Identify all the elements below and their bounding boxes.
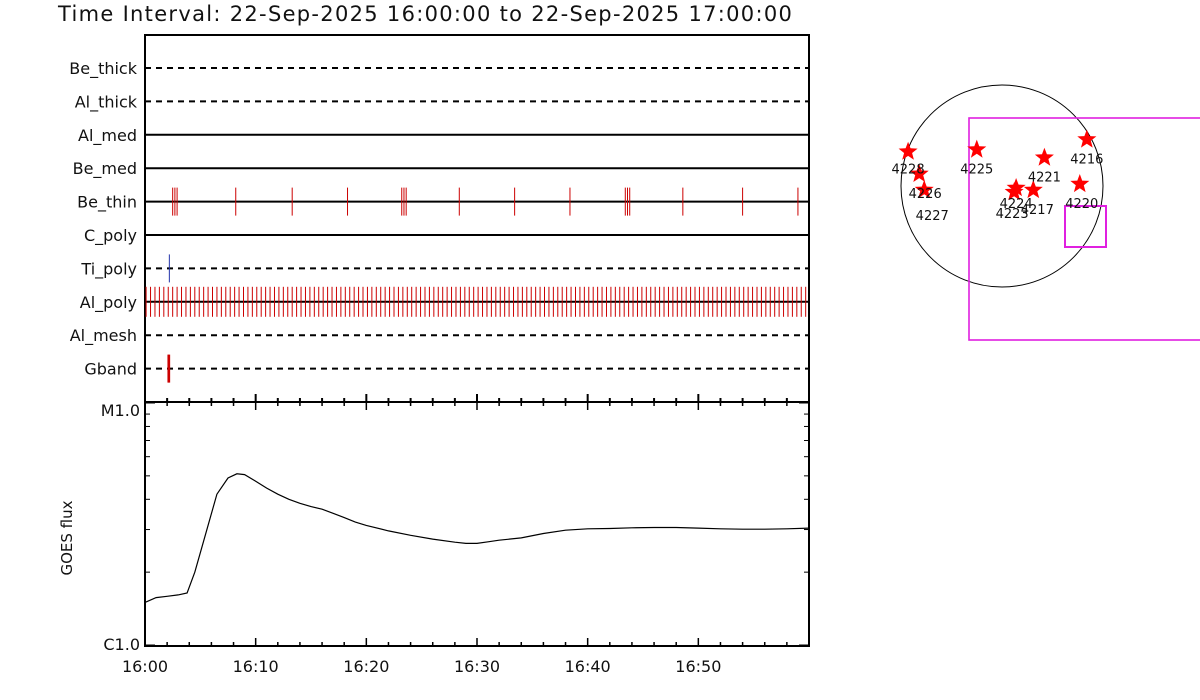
x-tick-label: 16:10 xyxy=(233,657,279,676)
field-of-view-box xyxy=(968,117,1200,341)
channel-label: Al_thick xyxy=(75,92,138,112)
active-region-star xyxy=(1023,180,1043,199)
channel-label: Gband xyxy=(84,360,137,379)
y-tick-label: C1.0 xyxy=(103,635,140,654)
active-region-label: 4221 xyxy=(1028,171,1061,186)
flare-location-box xyxy=(1064,205,1107,248)
channel-label: Ti_poly xyxy=(80,259,137,279)
channel-label: Be_med xyxy=(73,159,137,179)
active-region-star xyxy=(1077,129,1097,148)
active-region-star xyxy=(914,180,934,199)
active-region-label: 4227 xyxy=(916,209,949,224)
active-region-star xyxy=(1006,178,1026,197)
active-region-star xyxy=(1034,147,1054,166)
active-region-label: 4223 xyxy=(996,207,1029,222)
x-tick-label: 16:00 xyxy=(122,657,168,676)
active-region-label: 4217 xyxy=(1021,203,1054,218)
channel-label: Be_thick xyxy=(69,59,137,79)
y-axis-label: GOES flux xyxy=(58,500,76,575)
active-region-label: 4225 xyxy=(960,163,993,178)
page-title: Time Interval: 22-Sep-2025 16:00:00 to 2… xyxy=(58,2,794,26)
channel-label: C_poly xyxy=(84,226,137,246)
channel-label: Al_poly xyxy=(80,293,137,313)
solar-disk xyxy=(900,84,1104,288)
x-tick-label: 16:30 xyxy=(454,657,500,676)
x-tick-label: 16:50 xyxy=(675,657,721,676)
active-region-label: 4224 xyxy=(1000,197,1033,212)
active-region-label: 4220 xyxy=(1065,197,1098,212)
channel-label: Al_med xyxy=(78,126,137,146)
x-tick-label: 16:20 xyxy=(343,657,389,676)
active-region-label: 4228 xyxy=(892,163,925,178)
active-region-star xyxy=(898,141,918,160)
active-region-label: 4216 xyxy=(1070,153,1103,168)
goes-frame xyxy=(144,401,810,647)
active-region-star xyxy=(1070,174,1090,193)
goes-flux-line xyxy=(144,473,810,603)
y-tick-label: M1.0 xyxy=(101,401,140,420)
channel-label: Be_thin xyxy=(77,193,137,213)
active-region-star xyxy=(967,139,987,158)
active-region-star xyxy=(909,163,929,182)
x-tick-label: 16:40 xyxy=(565,657,611,676)
channel-label: Al_mesh xyxy=(70,326,137,346)
active-region-star xyxy=(1004,182,1024,201)
active-region-label: 4226 xyxy=(909,187,942,202)
timeline-frame xyxy=(144,34,810,403)
